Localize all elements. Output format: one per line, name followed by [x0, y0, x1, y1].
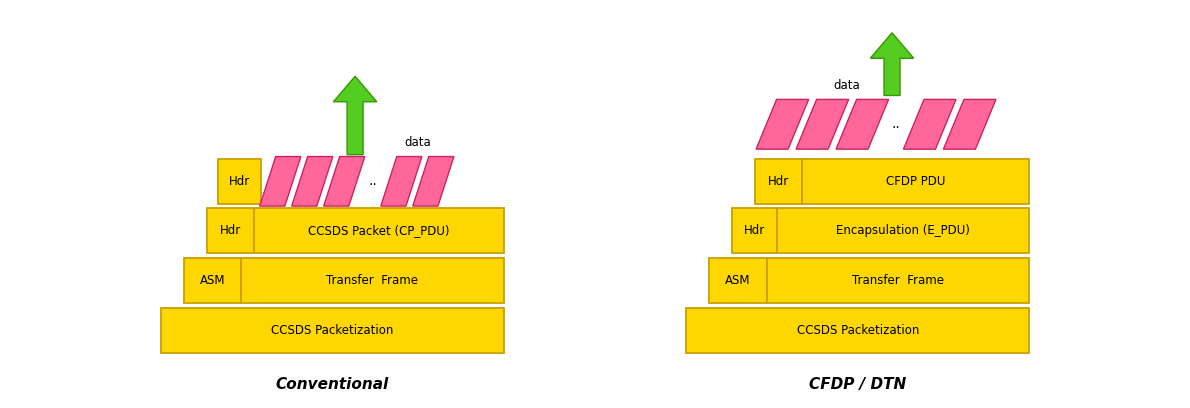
Text: ..: ..: [891, 117, 900, 131]
FancyBboxPatch shape: [687, 308, 1029, 353]
Text: Conventional: Conventional: [276, 377, 389, 392]
FancyBboxPatch shape: [732, 208, 777, 253]
Text: Hdr: Hdr: [220, 224, 240, 237]
Text: data: data: [833, 79, 859, 91]
FancyArrow shape: [333, 76, 377, 155]
Text: CFDP / DTN: CFDP / DTN: [809, 377, 907, 392]
Text: data: data: [405, 136, 431, 149]
Polygon shape: [796, 100, 848, 149]
Text: Hdr: Hdr: [744, 224, 765, 237]
FancyArrow shape: [870, 33, 914, 95]
Text: ..: ..: [369, 174, 377, 188]
Text: Encapsulation (E_PDU): Encapsulation (E_PDU): [835, 224, 970, 237]
Text: Transfer  Frame: Transfer Frame: [326, 274, 419, 287]
Text: Transfer  Frame: Transfer Frame: [852, 274, 944, 287]
Polygon shape: [903, 100, 956, 149]
Text: CCSDS Packetization: CCSDS Packetization: [271, 324, 394, 337]
FancyBboxPatch shape: [802, 159, 1029, 204]
Polygon shape: [756, 100, 809, 149]
FancyBboxPatch shape: [709, 258, 766, 303]
Text: CCSDS Packet (CP_PDU): CCSDS Packet (CP_PDU): [308, 224, 450, 237]
FancyBboxPatch shape: [754, 159, 802, 204]
FancyBboxPatch shape: [161, 308, 503, 353]
FancyBboxPatch shape: [777, 208, 1029, 253]
FancyBboxPatch shape: [207, 208, 255, 253]
Text: Hdr: Hdr: [768, 175, 789, 188]
Text: CFDP PDU: CFDP PDU: [885, 175, 945, 188]
Polygon shape: [259, 157, 301, 206]
FancyBboxPatch shape: [255, 208, 503, 253]
Text: CCSDS Packetization: CCSDS Packetization: [796, 324, 919, 337]
Polygon shape: [413, 157, 453, 206]
Polygon shape: [944, 100, 996, 149]
Polygon shape: [324, 157, 365, 206]
Text: ASM: ASM: [725, 274, 751, 287]
Polygon shape: [381, 157, 422, 206]
FancyBboxPatch shape: [183, 258, 242, 303]
FancyBboxPatch shape: [766, 258, 1029, 303]
Text: ASM: ASM: [200, 274, 225, 287]
Polygon shape: [837, 100, 889, 149]
FancyBboxPatch shape: [218, 159, 261, 204]
Text: Hdr: Hdr: [228, 175, 250, 188]
FancyBboxPatch shape: [242, 258, 503, 303]
Polygon shape: [292, 157, 333, 206]
